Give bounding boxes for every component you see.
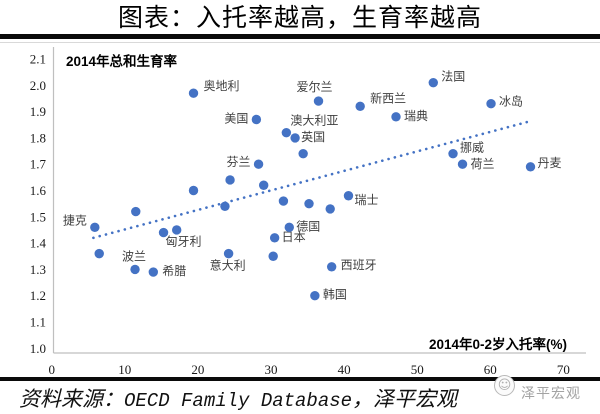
data-point: [457, 159, 468, 169]
data-point-label: 瑞典: [404, 109, 428, 123]
x-tick-label: 20: [191, 362, 204, 377]
data-point-label: 波兰: [122, 249, 146, 263]
thin-separator-rule: [0, 42, 600, 43]
watermark-label: 泽平宏观: [521, 387, 581, 402]
data-point: [188, 185, 199, 196]
y-tick-label: 1.7: [30, 157, 47, 172]
data-point-label: 冰岛: [499, 94, 523, 109]
data-point: [148, 267, 159, 277]
data-point: [269, 233, 280, 243]
data-point-label: 奥地利: [204, 79, 240, 93]
y-tick-label: 1.0: [30, 341, 46, 356]
data-point: [313, 96, 324, 106]
y-tick-label: 1.3: [30, 262, 46, 277]
scatter-plot: 2.1 2.0 1.9 1.8 1.7 1.6 1.5 1.4 1.3 1.2 1.1 1.00 10 2…: [30, 47, 586, 377]
data-point: [486, 99, 496, 109]
y-tick-label: 1.8: [30, 130, 46, 145]
data-point-label: 希腊: [162, 263, 186, 278]
data-point: [131, 206, 141, 217]
y-tick-label: 1.6: [30, 183, 47, 198]
chart-title: 图表：入托率越高，生育率越高: [117, 5, 482, 32]
data-point: [258, 180, 269, 190]
x-tick-label: 40: [338, 362, 351, 377]
data-point-label: 德国: [296, 218, 320, 233]
x-tick-label: 70: [557, 362, 570, 377]
data-point: [325, 204, 335, 214]
y-axis-title: 2014年总和生育率: [66, 53, 178, 69]
data-point: [268, 251, 278, 261]
data-point: [172, 225, 182, 235]
source-suffix: ，泽平宏观: [352, 387, 458, 411]
x-tick-label: 50: [411, 362, 424, 377]
data-point: [310, 291, 320, 301]
data-point: [428, 77, 438, 88]
data-point: [220, 201, 230, 211]
y-tick-label: 1.1: [30, 315, 46, 330]
data-point: [253, 159, 264, 169]
data-point-label: 韩国: [323, 287, 347, 302]
x-tick-label: 60: [484, 362, 497, 377]
data-point-label: 芬兰: [227, 155, 251, 169]
data-point: [188, 88, 199, 98]
data-point-label: 意大利: [210, 258, 246, 273]
x-tick-label: 0: [48, 362, 55, 377]
data-point: [281, 127, 292, 138]
data-point-label: 澳大利亚: [290, 114, 338, 128]
data-point-label: 瑞士: [354, 193, 378, 207]
y-tick-label: 2.1: [30, 52, 46, 67]
data-point: [304, 198, 314, 209]
data-point: [158, 227, 169, 238]
y-tick-label: 1.2: [30, 288, 46, 303]
x-axis-title: 2014年0-2岁入托率(%): [429, 336, 567, 352]
bottom-separator-rule: [0, 376, 600, 381]
data-point: [298, 148, 308, 159]
data-point-label: 英国: [301, 130, 325, 144]
y-tick-label: 1.9: [30, 104, 46, 119]
data-point: [278, 196, 289, 206]
y-tick-label: 1.5: [30, 209, 46, 224]
data-point: [355, 101, 365, 112]
source-prefix: 资料来源：: [19, 387, 124, 411]
data-point-label: 新西兰: [370, 90, 406, 105]
data-point: [225, 175, 235, 185]
data-point: [290, 133, 300, 143]
source-caption: 资料来源：OECD Family Database，泽平宏观: [19, 383, 579, 413]
zeping-logo-icon: ☺: [494, 375, 515, 396]
data-point-label: 荷兰: [471, 157, 495, 171]
data-point-label: 挪威: [460, 141, 484, 155]
data-point-label: 西班牙: [341, 258, 377, 272]
data-point: [90, 222, 100, 233]
data-point-label: 丹麦: [538, 156, 562, 170]
data-point: [130, 264, 140, 275]
data-point-label: 日本: [282, 230, 306, 244]
data-point-label: 美国: [224, 111, 248, 125]
data-point: [94, 248, 104, 259]
data-point: [525, 162, 536, 172]
data-point: [343, 191, 354, 201]
data-point-label: 匈牙利: [166, 235, 202, 249]
x-tick-label: 30: [265, 362, 278, 377]
brand-watermark: ☺ 泽平宏观: [492, 374, 592, 402]
data-point: [251, 114, 262, 125]
data-point: [391, 112, 401, 122]
data-point: [448, 148, 458, 159]
top-separator-rule: [0, 34, 600, 39]
y-tick-label: 2.0: [30, 78, 46, 93]
data-point: [326, 262, 337, 272]
data-point-label: 爱尔兰: [297, 79, 333, 94]
x-tick-label: 10: [118, 362, 131, 377]
y-tick-label: 1.4: [30, 236, 47, 251]
data-point: [223, 248, 234, 259]
data-point-label: 捷克: [63, 213, 87, 227]
data-point-label: 法国: [441, 70, 465, 84]
data-point: [284, 222, 294, 233]
source-database: OECD Family Database: [124, 390, 353, 412]
